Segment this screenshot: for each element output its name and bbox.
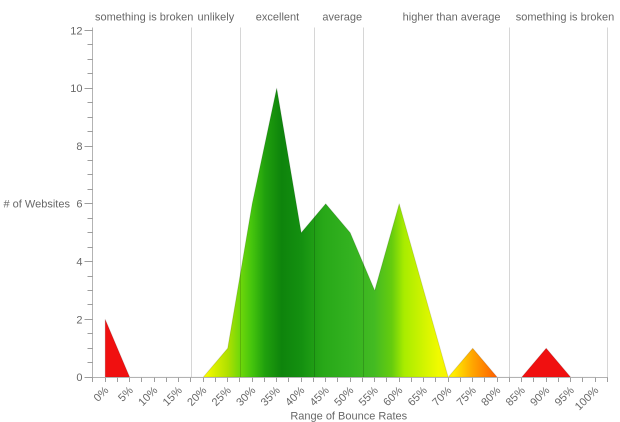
svg-text:30%: 30% <box>234 384 258 408</box>
svg-text:10%: 10% <box>136 384 160 408</box>
svg-text:100%: 100% <box>573 384 602 413</box>
svg-text:90%: 90% <box>528 384 552 408</box>
svg-text:8: 8 <box>76 141 82 153</box>
svg-text:50%: 50% <box>332 384 356 408</box>
svg-text:25%: 25% <box>210 384 234 408</box>
svg-text:Range of Bounce Rates: Range of Bounce Rates <box>290 411 407 422</box>
svg-text:85%: 85% <box>504 384 528 408</box>
svg-text:10: 10 <box>70 83 82 95</box>
svg-text:15%: 15% <box>161 384 185 408</box>
svg-text:70%: 70% <box>430 384 454 408</box>
svg-text:something is broken: something is broken <box>95 12 193 24</box>
svg-text:20%: 20% <box>185 384 209 408</box>
svg-text:55%: 55% <box>357 384 381 408</box>
svg-text:5%: 5% <box>116 384 136 404</box>
svg-text:65%: 65% <box>406 384 430 408</box>
svg-text:75%: 75% <box>455 384 479 408</box>
svg-text:average: average <box>322 12 362 24</box>
svg-text:higher than average: higher than average <box>403 12 501 24</box>
svg-text:80%: 80% <box>479 384 503 408</box>
svg-text:something is broken: something is broken <box>516 12 614 24</box>
svg-text:2: 2 <box>76 314 82 326</box>
svg-text:excellent: excellent <box>256 12 299 24</box>
svg-text:0: 0 <box>76 372 82 384</box>
svg-text:# of Websites: # of Websites <box>4 198 71 210</box>
svg-text:45%: 45% <box>308 384 332 408</box>
svg-text:60%: 60% <box>381 384 405 408</box>
svg-text:6: 6 <box>76 199 82 211</box>
svg-text:12: 12 <box>70 25 82 37</box>
svg-text:40%: 40% <box>283 384 307 408</box>
svg-text:4: 4 <box>76 256 82 268</box>
svg-text:0%: 0% <box>92 384 112 404</box>
svg-text:unlikely: unlikely <box>198 12 235 24</box>
svg-text:35%: 35% <box>259 384 283 408</box>
